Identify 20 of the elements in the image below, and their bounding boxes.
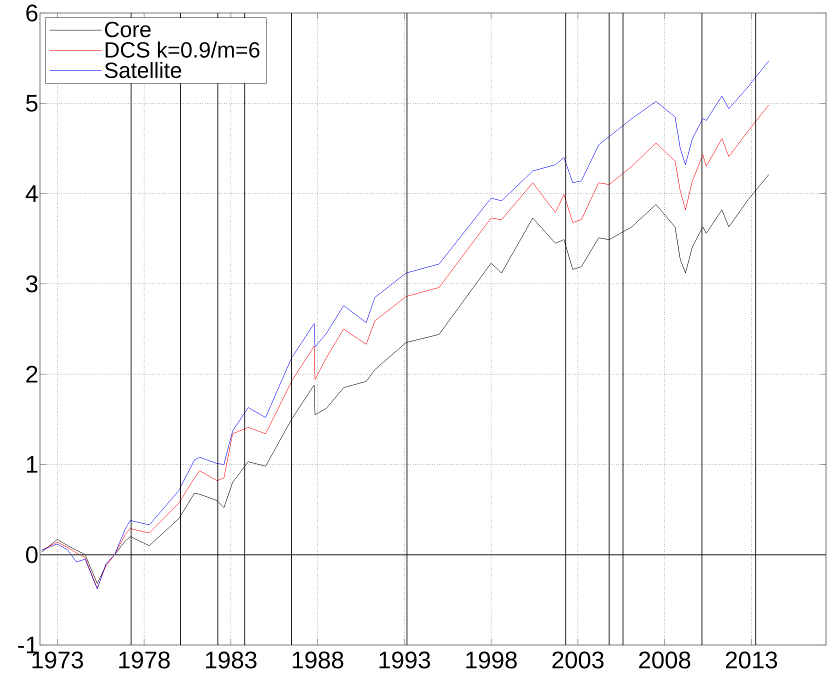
- y-tick-label: 4: [26, 185, 38, 202]
- x-tick-label: 2008: [639, 652, 690, 669]
- y-tick-label: 3: [26, 275, 38, 292]
- x-tick-label: 1973: [32, 652, 83, 669]
- y-tick-label: 1: [26, 456, 38, 473]
- x-tick-label: 1983: [206, 652, 256, 669]
- legend-label: DCS k=0.9/m=6: [106, 42, 260, 58]
- x-tick-label: 1988: [292, 652, 344, 669]
- legend-label: Core: [105, 22, 151, 38]
- y-tick-label: 5: [26, 94, 38, 112]
- y-tick-label: 0: [26, 546, 38, 564]
- x-tick-label: 1993: [380, 652, 430, 669]
- x-tick-label: 1978: [119, 652, 170, 669]
- y-tick-label: 2: [26, 366, 38, 383]
- y-tick-label: 6: [26, 4, 38, 22]
- x-tick-label: 2003: [552, 652, 604, 669]
- x-tick-label: 1998: [466, 652, 517, 669]
- x-tick-label: 2013: [726, 652, 778, 669]
- y-tick-label: -1: [18, 636, 38, 654]
- legend-label: Satellite: [104, 62, 182, 78]
